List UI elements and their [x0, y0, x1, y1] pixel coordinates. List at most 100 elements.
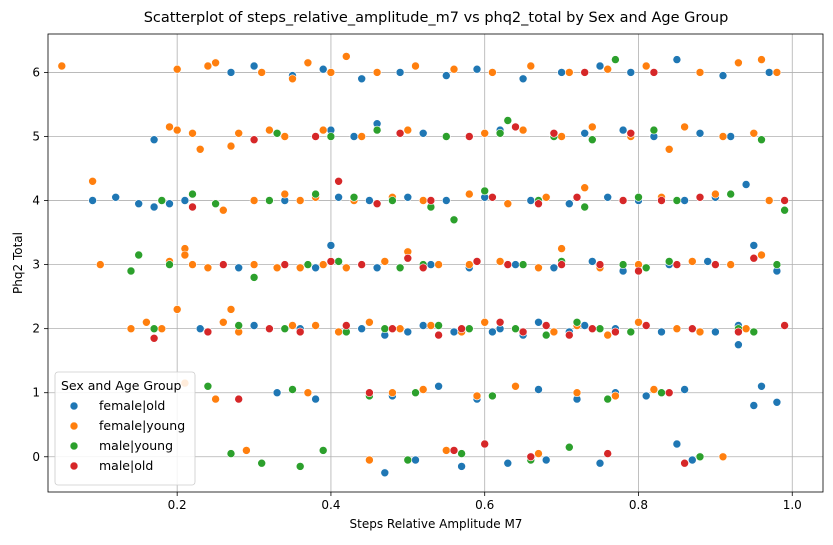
data-point	[441, 446, 451, 455]
data-point	[449, 64, 459, 74]
x-axis-label: Steps Relative Amplitude M7	[350, 517, 523, 531]
data-point	[388, 388, 397, 398]
data-point	[126, 324, 136, 334]
data-point	[226, 68, 236, 77]
data-point	[380, 468, 390, 478]
data-point	[641, 61, 651, 71]
data-point	[457, 462, 466, 471]
data-point	[403, 253, 413, 263]
data-point	[126, 266, 136, 276]
data-point	[534, 449, 543, 458]
data-point	[449, 327, 459, 337]
data-point	[265, 196, 274, 205]
data-point	[664, 145, 674, 154]
legend-marker	[69, 441, 79, 451]
data-point	[318, 260, 328, 269]
data-point	[411, 455, 420, 465]
data-point	[595, 260, 605, 269]
data-point	[257, 458, 267, 468]
y-tick-label: 6	[32, 65, 40, 79]
data-point	[534, 199, 543, 208]
data-point	[395, 263, 405, 273]
data-point	[418, 196, 428, 205]
data-point	[203, 381, 213, 391]
data-point	[403, 125, 413, 135]
data-point	[580, 183, 590, 192]
data-point	[464, 189, 474, 199]
data-point	[741, 180, 751, 189]
data-point	[303, 388, 313, 398]
data-point	[288, 321, 297, 330]
legend-entries: female|old female|young male|young male|old	[69, 398, 185, 473]
data-point	[234, 263, 243, 273]
data-point	[295, 196, 305, 205]
series-male-young	[126, 55, 789, 471]
data-point	[311, 394, 320, 404]
data-point	[357, 132, 367, 141]
data-point	[757, 250, 766, 260]
y-tick-label: 1	[32, 386, 40, 400]
data-point	[388, 324, 397, 334]
data-point	[341, 321, 351, 330]
data-point	[564, 199, 574, 208]
data-point	[518, 327, 528, 337]
data-point	[165, 260, 174, 269]
data-point	[649, 125, 659, 135]
x-tick-label: 0.6	[475, 498, 494, 512]
data-point	[395, 68, 405, 77]
legend-box	[54, 371, 196, 486]
x-tick-label: 0.2	[168, 498, 187, 512]
data-point	[434, 321, 443, 330]
data-point	[149, 324, 159, 334]
data-point	[96, 260, 105, 269]
data-point	[188, 202, 197, 212]
data-point	[195, 324, 205, 334]
data-point	[365, 388, 374, 398]
data-point	[357, 260, 367, 269]
data-point	[695, 193, 705, 202]
legend-marker	[69, 461, 79, 471]
data-point	[295, 462, 305, 471]
data-point	[680, 196, 689, 205]
data-point	[749, 129, 759, 138]
data-point	[734, 327, 743, 337]
data-point	[211, 58, 220, 68]
data-point	[165, 122, 174, 132]
data-point	[326, 241, 336, 250]
data-point	[641, 263, 651, 273]
data-point	[464, 132, 474, 141]
data-point	[334, 327, 343, 337]
data-point	[541, 330, 551, 340]
data-point	[641, 391, 651, 401]
data-point	[534, 317, 543, 327]
data-point	[572, 388, 582, 398]
data-point	[603, 394, 613, 404]
data-point	[711, 327, 720, 337]
data-point	[549, 129, 559, 138]
data-point	[511, 324, 520, 334]
data-point	[219, 205, 228, 215]
data-point	[334, 193, 343, 202]
data-point	[526, 452, 536, 462]
data-points	[57, 52, 789, 478]
data-point	[603, 193, 613, 202]
data-point	[249, 196, 259, 205]
data-point	[734, 340, 743, 350]
data-point	[687, 455, 697, 465]
data-point	[464, 324, 474, 334]
data-point	[211, 394, 220, 404]
data-point	[272, 263, 282, 273]
data-point	[249, 135, 259, 144]
data-point	[557, 260, 566, 269]
legend-label: female|young	[99, 418, 185, 433]
data-point	[380, 324, 390, 334]
data-point	[249, 273, 259, 282]
y-axis-ticks: 0 1 2 3 4 5 6	[32, 65, 48, 464]
data-point	[695, 327, 705, 337]
series-male-old	[149, 68, 789, 468]
data-point	[695, 452, 705, 462]
data-point	[257, 68, 267, 77]
data-point	[280, 132, 290, 141]
y-axis-label: Phq2 Total	[11, 232, 25, 294]
data-point	[587, 324, 597, 334]
